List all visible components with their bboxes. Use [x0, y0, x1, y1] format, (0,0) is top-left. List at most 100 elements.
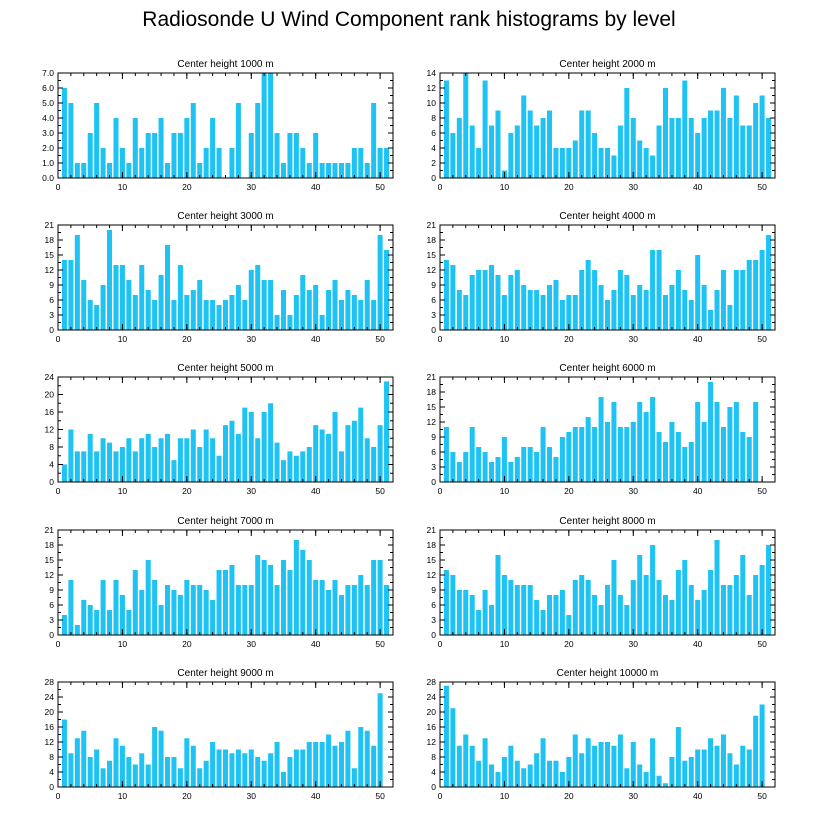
panel-9-ytick-label: 8: [49, 752, 54, 762]
panel-2-ytick-label: 4: [431, 143, 436, 153]
panel-8-bar: [650, 545, 656, 635]
panel-3-xtick-label: 50: [375, 334, 385, 344]
panel-8-title: Center height 8000 m: [559, 516, 655, 527]
panel-1-bar: [203, 148, 209, 178]
panel-4-bar: [630, 295, 636, 330]
panel-7-ytick-label: 3: [49, 615, 54, 625]
panel-10-bar: [495, 772, 501, 787]
panel-4-bar: [766, 235, 772, 330]
panel-10-bar: [443, 685, 449, 787]
panel-9-bar: [197, 768, 203, 787]
panel-10-xtick-label: 0: [438, 791, 443, 801]
panel-9-xtick-label: 10: [118, 791, 128, 801]
panel-8-bar: [456, 590, 462, 635]
panel-9-bar: [242, 753, 248, 787]
panel-10-bar: [740, 745, 746, 787]
panel-9-xtick-label: 0: [56, 791, 61, 801]
panel-7-xtick-label: 10: [118, 639, 128, 649]
panel-7-bar: [255, 555, 261, 635]
panel-8-xtick-label: 20: [564, 639, 574, 649]
panel-7-xtick-label: 50: [375, 639, 385, 649]
panel-2-ytick-label: 8: [431, 113, 436, 123]
panel-3-bar: [338, 300, 344, 330]
panel-8-bar: [547, 595, 553, 635]
panel-6-xtick-label: 0: [438, 486, 443, 496]
panel-5-bar: [132, 451, 138, 482]
panel-10-bar: [643, 772, 649, 787]
panel-6-ytick-label: 18: [427, 387, 437, 397]
panel-10-bar: [650, 738, 656, 787]
panel-4-ytick-label: 12: [427, 265, 437, 275]
panel-9-bar: [158, 730, 164, 787]
panel-3-ytick-label: 15: [45, 250, 55, 260]
panel-5-xtick-label: 40: [311, 486, 321, 496]
panel-1-bar: [68, 103, 74, 178]
panel-9-xtick-label: 40: [311, 791, 321, 801]
panel-3-ytick-label: 21: [45, 220, 55, 230]
panel-4-xtick-label: 50: [757, 334, 767, 344]
panel-7-bar: [222, 570, 229, 635]
panel-5-bar: [222, 425, 229, 482]
panel-8-bar: [489, 605, 495, 635]
panel-7-ytick-label: 18: [45, 540, 55, 550]
panel-8-bar: [598, 605, 604, 635]
panel-6-bar: [630, 422, 636, 482]
panel-1-bar: [261, 73, 267, 178]
panel-6-bar: [720, 427, 726, 482]
panel-6-xtick-label: 30: [629, 486, 639, 496]
panel-2-bar: [476, 148, 482, 178]
panel-7-bar: [319, 580, 325, 635]
panel-7-bar: [332, 580, 338, 635]
panel-10-bar: [611, 745, 617, 787]
panel-7-bar: [81, 600, 87, 635]
panel-9-bar: [338, 742, 344, 787]
panel-1-bar: [338, 163, 344, 178]
panel-10-bar: [695, 749, 701, 787]
panel-7-bar: [280, 560, 286, 635]
panel-10-bar: [540, 738, 546, 787]
panel-3-xtick-label: 30: [247, 334, 257, 344]
panel-10-bar: [585, 738, 591, 787]
panel-10-bar: [534, 753, 540, 787]
panel-3-bar: [235, 285, 241, 330]
panel-9-bar: [152, 727, 158, 787]
panel-7-bar: [126, 610, 132, 635]
panel-2-bar: [708, 110, 714, 178]
panel-10-bar: [637, 764, 643, 787]
panel-6-bar: [650, 397, 656, 482]
panel-4-ytick-label: 15: [427, 250, 437, 260]
panel-1-bar: [351, 148, 357, 178]
panel-6-bar: [469, 427, 475, 482]
panel-5-xtick-label: 20: [182, 486, 192, 496]
panel-5-xtick-label: 30: [247, 486, 257, 496]
panel-7-bar: [119, 595, 125, 635]
panel-10-bar: [624, 768, 630, 787]
panel-3-bar: [332, 280, 338, 330]
panel-6-bar: [495, 457, 501, 482]
panel-1-bar: [280, 163, 286, 178]
panel-3-bar: [171, 300, 177, 330]
panel-10-ytick-label: 12: [427, 737, 437, 747]
panel-8-bar: [604, 585, 611, 635]
panel-9-ytick-label: 12: [45, 737, 55, 747]
panel-5-bar: [358, 407, 364, 482]
panel-10-bar: [701, 749, 707, 787]
panel-8-bar: [476, 610, 482, 635]
panel-2-bar: [720, 88, 726, 178]
panel-8-bar: [637, 555, 643, 635]
panel-3-ytick-label: 0: [49, 325, 54, 335]
panel-6-ytick-label: 3: [431, 462, 436, 472]
panel-10-xtick-label: 50: [757, 791, 767, 801]
panel-7-bar: [197, 585, 203, 635]
panel-2-bar: [514, 125, 520, 178]
panel-3-bar: [119, 265, 125, 330]
panel-3-bar: [384, 250, 390, 330]
panel-3-bar: [107, 230, 113, 330]
panel-1-bar: [113, 118, 119, 178]
panel-7-bar: [113, 580, 119, 635]
panel-2-bar: [585, 110, 591, 178]
panel-10-bar: [559, 772, 565, 787]
panel-10-bar: [733, 764, 739, 787]
panel-3-title: Center height 3000 m: [177, 211, 273, 222]
panel-5-bar: [94, 451, 100, 482]
